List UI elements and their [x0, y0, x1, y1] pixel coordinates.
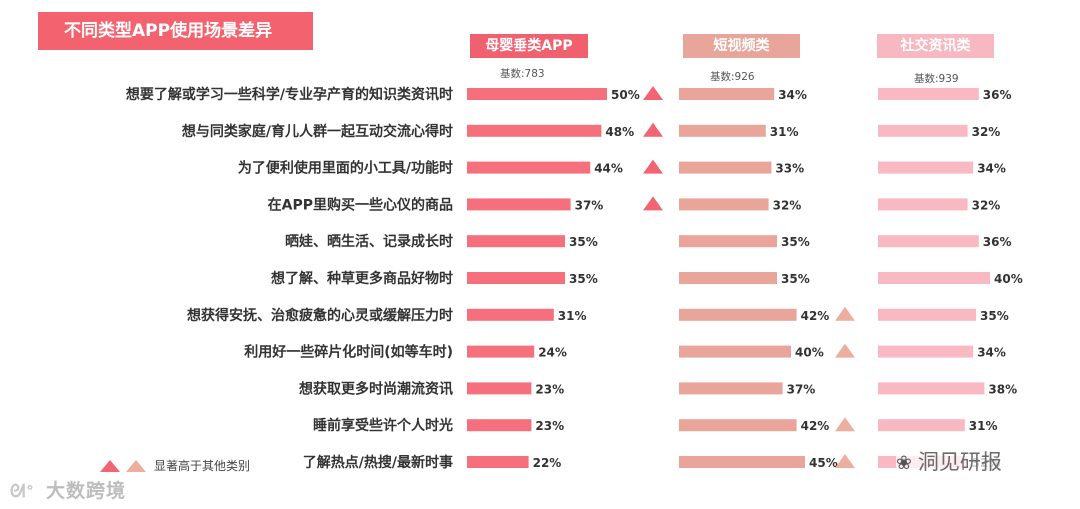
bar — [679, 308, 797, 321]
category-label: 利用好一些碎片化时间(如等车时) — [244, 344, 453, 361]
bar — [679, 124, 766, 137]
bar — [467, 456, 529, 468]
data-label: 44% — [594, 162, 623, 176]
data-label: 32% — [972, 125, 1001, 139]
bar — [878, 382, 985, 395]
data-label: 45% — [809, 456, 838, 470]
logo-icon: ᘛᐤ — [10, 481, 35, 502]
data-label: 22% — [533, 456, 562, 470]
data-label: 35% — [781, 235, 810, 249]
highlight-triangle — [643, 159, 663, 174]
bar — [679, 272, 777, 284]
bar — [679, 161, 772, 174]
bar — [878, 88, 979, 100]
data-label: 31% — [558, 309, 587, 323]
series-header-muying: 母婴垂类APP — [470, 34, 588, 58]
page-title: 不同类型APP使用场景差异 — [38, 12, 313, 50]
bar — [467, 345, 535, 358]
category-label: 了解热点/热搜/最新时事 — [303, 454, 453, 471]
bar — [467, 382, 532, 395]
bar — [679, 88, 775, 100]
category-label: 想了解、种草更多商品好物时 — [270, 270, 453, 287]
data-label: 34% — [977, 346, 1006, 360]
data-label: 24% — [538, 346, 567, 360]
bar — [878, 124, 968, 137]
highlight-triangle — [835, 343, 855, 358]
data-label: 50% — [611, 88, 640, 102]
data-label: 36% — [983, 88, 1012, 102]
data-label: 35% — [569, 272, 598, 286]
legend: 显著高于其他类别 — [98, 457, 250, 474]
bar — [878, 161, 974, 174]
category-label: 在APP里购买一些心仪的商品 — [268, 196, 453, 213]
highlight-triangle — [835, 306, 855, 321]
highlight-triangle — [643, 86, 663, 100]
series-header-shejiao: 社交资讯类 — [877, 34, 994, 58]
highlight-triangle — [835, 417, 855, 432]
data-label: 35% — [781, 272, 810, 286]
series-base-muying: 基数:783 — [500, 68, 545, 80]
data-label: 32% — [972, 198, 1001, 212]
data-label: 31% — [969, 419, 998, 433]
bar — [467, 198, 571, 211]
category-label: 晒娃、晒生活、记录成长时 — [285, 233, 453, 250]
series-base-duanshipin: 基数:926 — [710, 71, 755, 83]
bar — [878, 198, 968, 211]
category-label: 想获得安抚、治愈疲惫的心灵或缓解压力时 — [186, 307, 453, 324]
data-label: 35% — [980, 309, 1009, 323]
highlight-triangle — [835, 454, 855, 468]
data-label: 23% — [535, 419, 564, 433]
data-label: 31% — [770, 125, 799, 139]
bar — [679, 382, 783, 395]
category-label: 想获取更多时尚潮流资讯 — [298, 380, 453, 397]
watermark-left: ᘛᐤ 大数跨境 — [10, 480, 127, 502]
bar — [467, 88, 607, 100]
bar — [878, 419, 965, 432]
category-label: 睡前享受些许个人时光 — [313, 417, 453, 434]
bar — [878, 235, 979, 248]
bar — [467, 419, 532, 432]
legend-label: 显著高于其他类别 — [154, 459, 251, 473]
data-label: 40% — [994, 272, 1023, 286]
category-label: 想与同类家庭/育儿人群一起互动交流心得时 — [181, 123, 453, 140]
bar — [878, 345, 974, 358]
data-label: 40% — [795, 346, 824, 360]
bar — [467, 161, 591, 174]
wechat-icon: ❀ — [896, 452, 912, 474]
bar — [467, 308, 554, 321]
legend-triangle-icons — [100, 459, 146, 472]
data-label: 42% — [801, 309, 830, 323]
data-label: 36% — [983, 235, 1012, 249]
highlight-triangle — [643, 196, 663, 211]
bar — [679, 198, 769, 211]
data-label: 33% — [775, 162, 804, 176]
bar — [467, 124, 602, 137]
data-label: 34% — [778, 88, 807, 102]
data-label: 35% — [569, 235, 598, 249]
bar — [467, 272, 565, 284]
data-label: 32% — [773, 198, 802, 212]
highlight-triangle — [643, 122, 663, 137]
bar — [878, 272, 990, 284]
data-label: 38% — [988, 382, 1017, 396]
data-label: 48% — [605, 125, 634, 139]
data-label: 37% — [575, 198, 604, 212]
category-label: 为了便利使用里面的小工具/功能时 — [238, 160, 453, 177]
bar — [679, 235, 777, 248]
data-label: 34% — [977, 162, 1006, 176]
category-label: 想要了解或学习一些科学/专业孕产育的知识类资讯时 — [125, 86, 453, 103]
series-header-duanshipin: 短视频类 — [683, 34, 800, 58]
series-base-shejiao: 基数:939 — [914, 73, 959, 85]
bar — [679, 419, 797, 432]
bar — [679, 345, 791, 358]
data-label: 23% — [535, 382, 564, 396]
data-label: 42% — [801, 419, 830, 433]
watermark-right: ❀ 洞见研报 — [896, 446, 1002, 476]
bar — [467, 235, 565, 248]
bar — [878, 308, 976, 321]
data-label: 37% — [787, 382, 816, 396]
bar — [679, 456, 805, 468]
